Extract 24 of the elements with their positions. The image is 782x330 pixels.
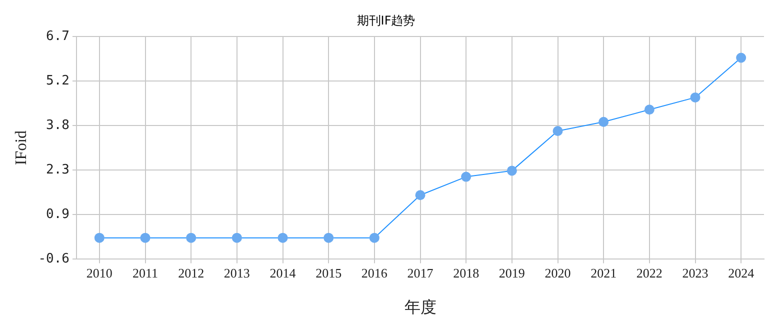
x-tick-label: 2014 [270,265,296,280]
x-tick-label: 2019 [498,265,525,280]
y-axis-title: IFoid [12,130,30,166]
x-tick-label: 2022 [636,265,662,280]
x-tick-label: 2010 [86,265,112,280]
y-tick-label: 2.3 [46,162,70,178]
x-tick-label: 2023 [682,265,708,280]
x-tick-label: 2012 [178,265,204,280]
y-tick-label: 6.7 [46,28,70,44]
x-tick-label: 2021 [590,265,617,280]
x-tick-label: 2017 [407,265,434,280]
y-tick-label: 5.2 [46,73,70,88]
y-tick-label: 0.9 [46,207,70,222]
x-tick-label: 2018 [453,265,480,280]
y-tick-label: -0.6 [38,252,70,267]
x-tick-label: 2020 [544,265,571,280]
x-tick-label: 2011 [132,265,158,280]
x-tick-label: 2016 [361,265,388,280]
x-tick-label: 2013 [224,265,250,280]
y-tick-label: 3.8 [46,118,70,133]
x-axis-title: 年度 [404,298,436,317]
chart-title: 期刊IF趋势 [356,13,416,28]
x-tick-label: 2024 [728,265,755,280]
x-tick-label: 2015 [316,265,342,280]
